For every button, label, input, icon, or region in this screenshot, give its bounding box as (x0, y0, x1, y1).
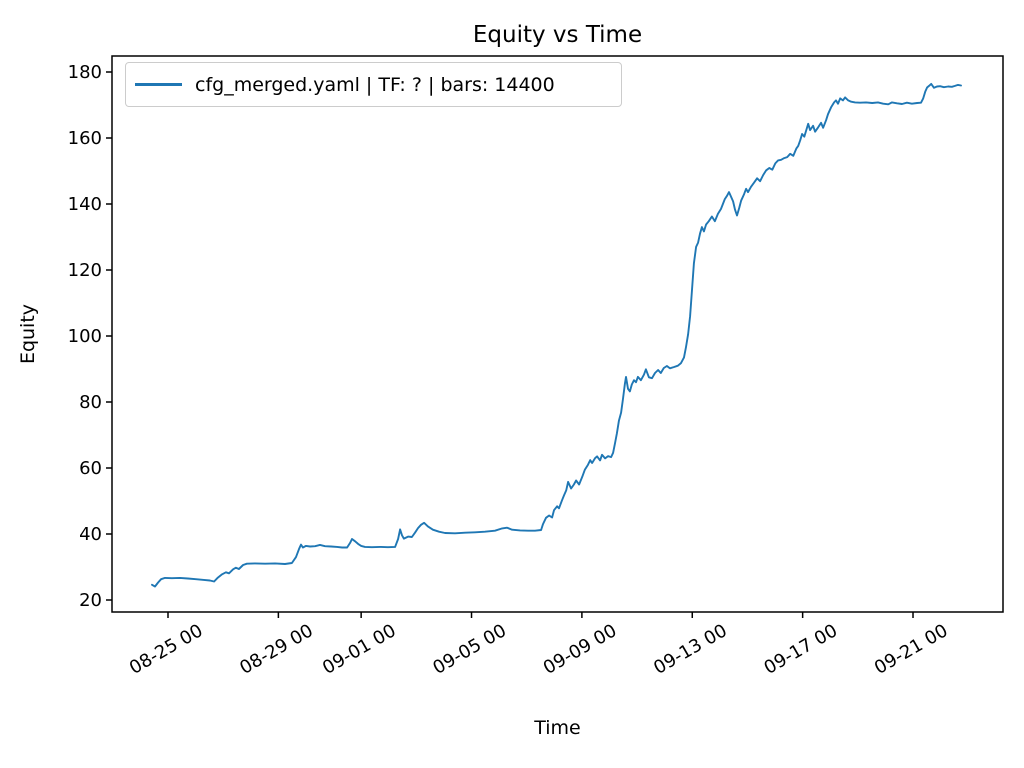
y-tick-label: 20 (79, 590, 102, 611)
x-tick-label: 09-21 00 (871, 620, 952, 679)
legend: cfg_merged.yaml | TF: ? | bars: 14400 (125, 62, 622, 107)
x-tick-label: 08-29 00 (236, 620, 317, 679)
x-tick-label: 09-05 00 (429, 620, 510, 679)
axes-spines (111, 55, 1004, 613)
equity-line (151, 82, 962, 588)
y-tick-label: 80 (79, 392, 102, 413)
y-tick-label: 160 (68, 128, 102, 149)
x-tick-label: 08-25 00 (126, 620, 207, 679)
y-tick-label: 120 (68, 260, 102, 281)
legend-label: cfg_merged.yaml | TF: ? | bars: 14400 (195, 73, 555, 96)
y-tick-label: 40 (79, 524, 102, 545)
y-tick-label: 180 (68, 62, 102, 83)
y-tick-label: 60 (79, 458, 102, 479)
y-axis-label: Equity (17, 303, 39, 365)
legend-line-sample (135, 83, 182, 86)
x-tick-label: 09-09 00 (540, 620, 621, 679)
y-tick-label: 100 (68, 326, 102, 347)
x-axis-label: Time (534, 717, 581, 739)
y-tick-label: 140 (68, 194, 102, 215)
x-tick-label: 09-01 00 (319, 620, 400, 679)
chart-title: Equity vs Time (472, 22, 643, 48)
x-tick-label: 09-13 00 (650, 620, 731, 679)
x-tick-label: 09-17 00 (761, 620, 842, 679)
